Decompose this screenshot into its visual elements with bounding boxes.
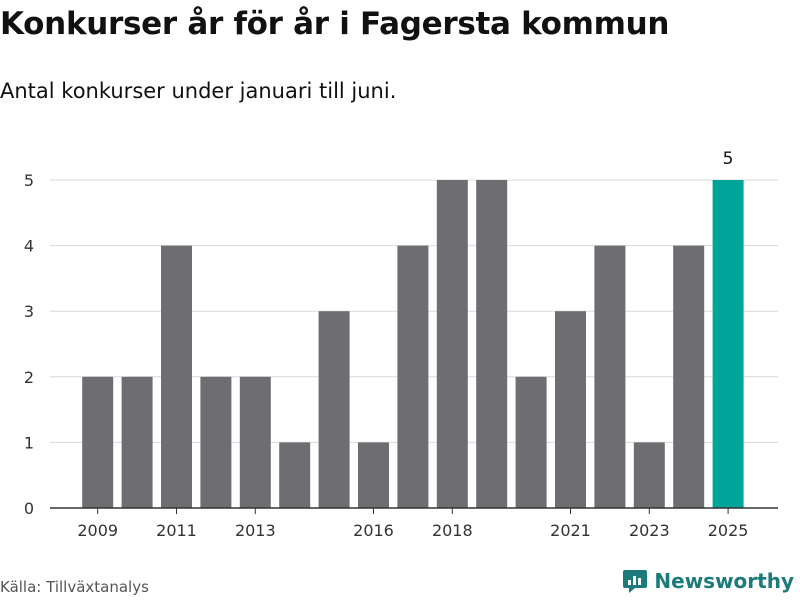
y-tick-label: 3: [24, 302, 34, 321]
x-tick-label: 2025: [708, 521, 749, 540]
chart-title: Konkurser år för år i Fagersta kommun: [0, 6, 670, 42]
bar: [200, 376, 232, 508]
bar: [161, 245, 192, 508]
chart-subtitle: Antal konkurser under januari till juni.: [0, 79, 397, 103]
y-tick-label: 1: [24, 433, 34, 452]
x-tick-label: 2023: [629, 521, 670, 540]
data-label: 5: [723, 149, 734, 169]
source-note: Källa: Tillväxtanalys: [0, 578, 149, 596]
bar: [121, 376, 153, 508]
x-tick-label: 2016: [353, 521, 394, 540]
y-tick-label: 2: [24, 368, 34, 387]
bar: [436, 180, 468, 508]
y-tick-label: 4: [24, 237, 34, 256]
x-tick-label: 2013: [235, 521, 276, 540]
y-tick-label: 5: [24, 171, 34, 190]
x-tick-label: 2021: [550, 521, 591, 540]
bar: [673, 245, 705, 508]
bar: [515, 376, 547, 508]
brand-logo: Newsworthy: [622, 568, 794, 594]
bar: [82, 376, 114, 508]
x-tick-label: 2011: [156, 521, 197, 540]
bar: [397, 245, 429, 508]
bar: [594, 245, 626, 508]
y-tick-label: 0: [24, 499, 34, 518]
x-tick-label: 2018: [432, 521, 473, 540]
bar: [318, 311, 350, 508]
x-tick-label: 2009: [77, 521, 118, 540]
bar: [712, 180, 744, 508]
bar: [555, 311, 586, 508]
brand-name: Newsworthy: [654, 569, 794, 593]
bar: [279, 442, 311, 508]
bar: [239, 376, 271, 508]
bar: [633, 442, 665, 508]
bar: [476, 180, 508, 508]
bar: [358, 442, 389, 508]
newsworthy-logo-icon: [623, 570, 648, 593]
